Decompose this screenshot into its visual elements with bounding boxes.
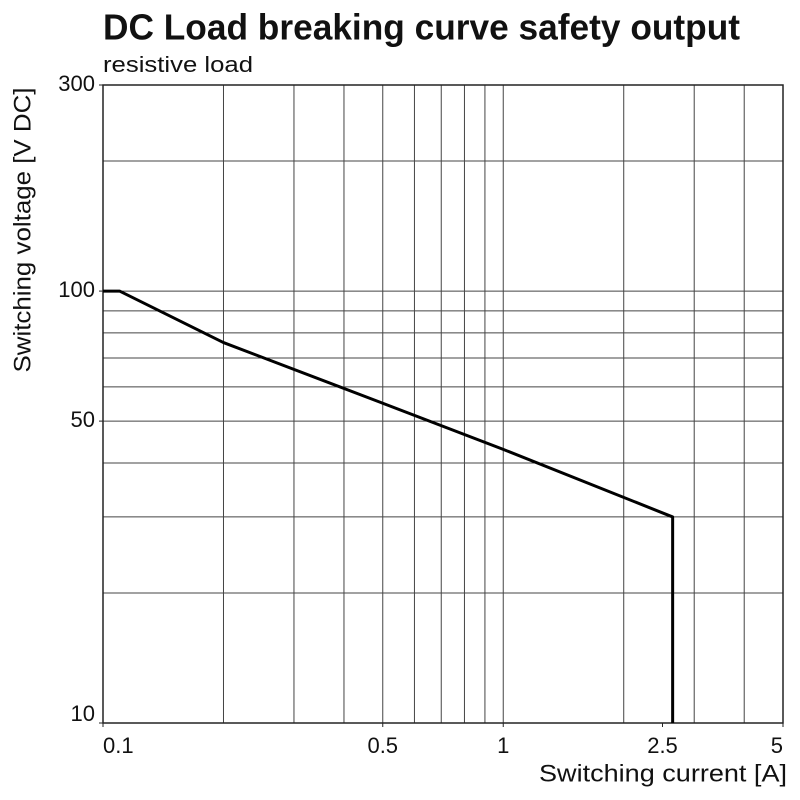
y-tick-label: 50 [71, 407, 95, 432]
x-tick-label: 5 [771, 733, 783, 758]
x-tick-label: 0.1 [103, 733, 134, 758]
y-axis-label: Switching voltage [V DC] [9, 88, 36, 373]
x-tick-label: 0.5 [367, 733, 398, 758]
chart-subtitle: resistive load [103, 52, 253, 77]
x-tick-label: 1 [497, 733, 509, 758]
y-tick-label: 100 [58, 277, 95, 302]
chart-title: DC Load breaking curve safety output [103, 7, 740, 48]
y-tick-label: 10 [71, 701, 95, 726]
x-tick-label: 2.5 [647, 733, 678, 758]
data-line [103, 289, 675, 723]
x-axis-label: Switching current [A] [539, 760, 787, 787]
plot-frame [102, 84, 784, 724]
y-tick-label: 300 [58, 71, 95, 96]
